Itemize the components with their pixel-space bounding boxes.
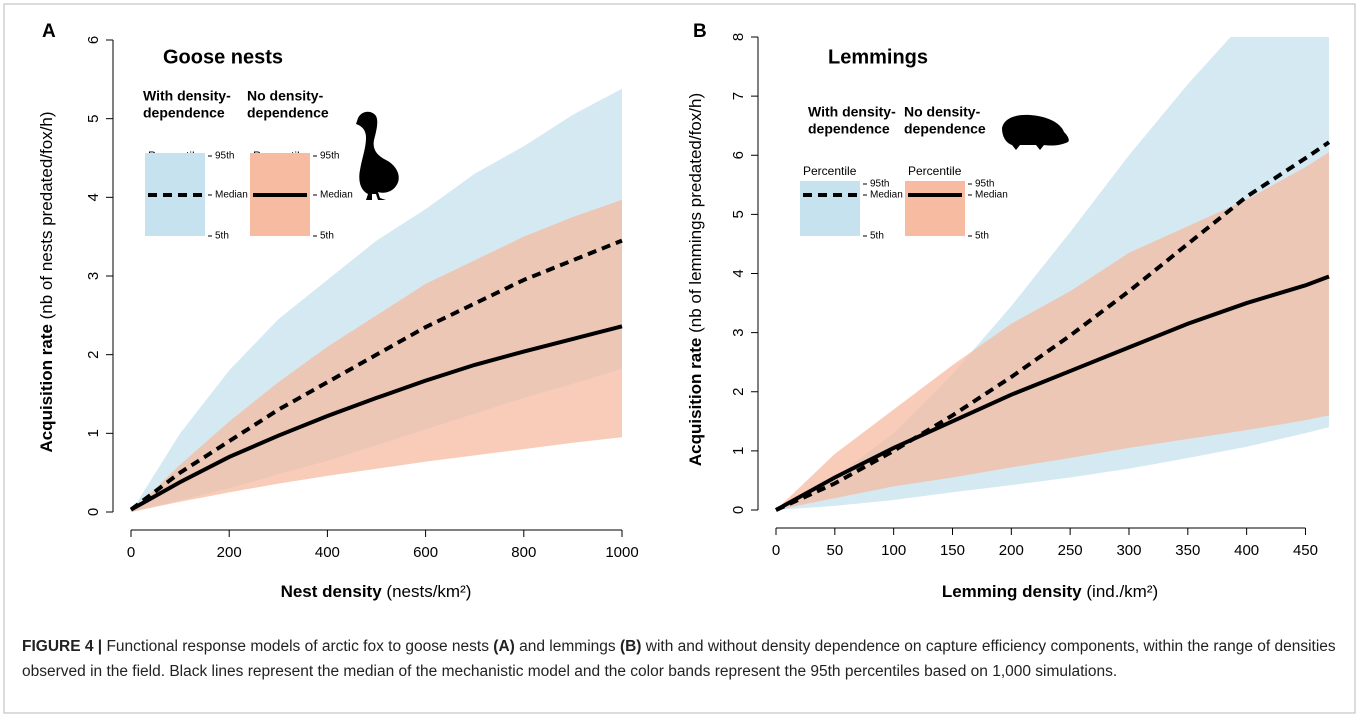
median-line bbox=[129, 238, 623, 512]
y-tick-label: 2 bbox=[730, 388, 747, 396]
x-label-unit: (nests/km²) bbox=[386, 582, 471, 601]
legend-swatch bbox=[800, 181, 860, 236]
legend-label: 95th bbox=[975, 179, 994, 190]
y-tick-label: 1 bbox=[730, 447, 747, 455]
legend-percentile: Percentile bbox=[908, 164, 962, 178]
y-tick-label: 2 bbox=[85, 350, 102, 358]
legend-heading: dependence bbox=[247, 105, 329, 121]
y-tick-label: 1 bbox=[85, 429, 102, 437]
y-label-unit: (nb of nests predated/fox/h) bbox=[37, 111, 56, 319]
legend-label: 5th bbox=[975, 231, 989, 242]
caption-segment: and lemmings bbox=[514, 638, 620, 655]
frame bbox=[3, 3, 1356, 714]
y-tick-label: 7 bbox=[730, 92, 747, 100]
y-tick-label: 8 bbox=[730, 33, 747, 41]
x-label-unit: (ind./km²) bbox=[1086, 582, 1158, 601]
legend-label: 95th bbox=[215, 151, 234, 162]
x-tick-label: 600 bbox=[413, 544, 438, 561]
legend-label: 95th bbox=[320, 151, 339, 162]
legend-label: 5th bbox=[870, 231, 884, 242]
legend-heading: dependence bbox=[808, 121, 890, 137]
caption-segment: (B) bbox=[619, 638, 642, 655]
x-tick-label: 0 bbox=[772, 542, 780, 559]
legend-heading: With density- bbox=[808, 104, 896, 120]
y-tick-label: 6 bbox=[730, 151, 747, 159]
y-tick-label: 3 bbox=[85, 272, 102, 280]
goose-icon bbox=[356, 111, 399, 200]
x-tick-label: 100 bbox=[881, 542, 906, 559]
y-tick-label: 3 bbox=[730, 328, 747, 336]
x-tick-label: 50 bbox=[826, 542, 843, 559]
panel-letter: B bbox=[693, 21, 707, 42]
x-tick-label: 200 bbox=[217, 544, 242, 561]
x-tick-label: 350 bbox=[1175, 542, 1200, 559]
caption-segment: (A) bbox=[493, 638, 515, 655]
legend-swatch bbox=[905, 181, 965, 236]
x-tick-label: 300 bbox=[1116, 542, 1141, 559]
legend-heading: With density- bbox=[143, 88, 231, 104]
y-tick-label: 0 bbox=[730, 506, 747, 514]
legend-heading: dependence bbox=[904, 121, 986, 137]
panel-letter: A bbox=[42, 21, 56, 42]
x-axis-label: Nest density (nests/km²) bbox=[281, 582, 472, 601]
legend-label: 5th bbox=[320, 231, 334, 242]
legend-heading: No density- bbox=[247, 88, 324, 104]
legend-label: 5th bbox=[215, 231, 229, 242]
legend-heading: No density- bbox=[904, 104, 981, 120]
y-label-unit: (nb of lemmings predated/fox/h) bbox=[686, 93, 705, 333]
legend-label: Median bbox=[215, 190, 248, 201]
legend-percentile: Percentile bbox=[803, 164, 857, 178]
legend-label: 95th bbox=[870, 179, 889, 190]
x-tick-label: 400 bbox=[315, 544, 340, 561]
median-line bbox=[130, 324, 623, 512]
x-tick-label: 250 bbox=[1058, 542, 1083, 559]
legend-label: Median bbox=[975, 190, 1008, 201]
y-tick-label: 4 bbox=[85, 193, 102, 201]
x-axis-label: Lemming density (ind./km²) bbox=[942, 582, 1158, 601]
legend-heading: dependence bbox=[143, 105, 225, 121]
panel-title: Goose nests bbox=[163, 46, 283, 68]
panel-title: Lemmings bbox=[828, 46, 928, 68]
x-label-main: Lemming density bbox=[942, 582, 1082, 601]
y-axis-label: Acquisition rate (nb of lemmings predate… bbox=[686, 93, 705, 466]
y-axis-label: Acquisition rate (nb of nests predated/f… bbox=[37, 111, 56, 452]
x-tick-label: 800 bbox=[511, 544, 536, 561]
legend-label: Median bbox=[320, 190, 353, 201]
median-line bbox=[775, 140, 1331, 512]
x-tick-label: 0 bbox=[127, 544, 135, 561]
y-tick-label: 6 bbox=[85, 36, 102, 44]
y-label-main: Acquisition rate bbox=[37, 324, 56, 452]
y-tick-label: 5 bbox=[85, 114, 102, 122]
legend-label: Median bbox=[870, 190, 903, 201]
caption-segment: Functional response models of arctic fox… bbox=[102, 638, 494, 655]
x-tick-label: 150 bbox=[940, 542, 965, 559]
x-tick-label: 400 bbox=[1234, 542, 1259, 559]
y-label-main: Acquisition rate bbox=[686, 338, 705, 466]
y-tick-label: 4 bbox=[730, 269, 747, 277]
x-tick-label: 1000 bbox=[605, 544, 638, 561]
x-tick-label: 200 bbox=[999, 542, 1024, 559]
median-line bbox=[775, 274, 1330, 512]
x-label-main: Nest density bbox=[281, 582, 383, 601]
y-tick-label: 0 bbox=[85, 508, 102, 516]
y-tick-label: 5 bbox=[730, 210, 747, 218]
lemming-icon bbox=[1002, 114, 1069, 150]
caption-segment: with and without density dependence on c… bbox=[22, 638, 1336, 680]
x-tick-label: 450 bbox=[1293, 542, 1318, 559]
caption: FIGURE 4 | Functional response models of… bbox=[22, 634, 1338, 684]
caption-segment: FIGURE 4 | bbox=[22, 638, 103, 655]
